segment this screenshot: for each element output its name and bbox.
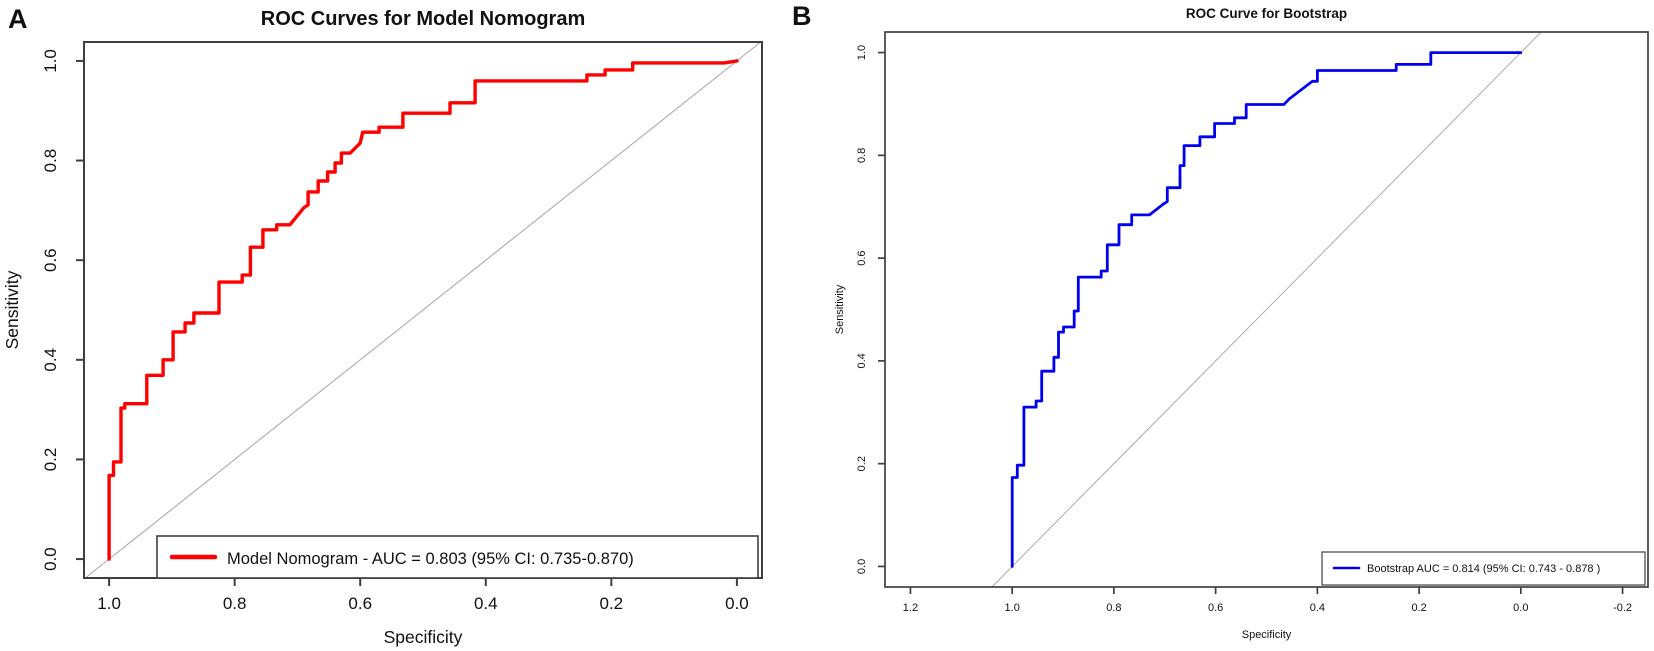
y-axis-tick-label-a: 1.0 xyxy=(41,49,60,73)
chart-title-b: ROC Curve for Bootstrap xyxy=(1185,6,1348,21)
x-axis-tick-label-b: 1.2 xyxy=(903,602,918,614)
panel-label-b: B xyxy=(792,1,812,31)
legend-box-b xyxy=(1321,551,1646,586)
x-axis-tick-label-a: 0.0 xyxy=(725,594,749,613)
chart-title-a: ROC Curves for Model Nomogram xyxy=(260,8,586,30)
y-axis-label-b: Sensitivity xyxy=(834,284,846,334)
y-axis-tick-label-a: 0.2 xyxy=(41,448,60,472)
y-axis-tick-label-b: 0.4 xyxy=(856,353,868,368)
y-axis-tick-label-b: 0.0 xyxy=(856,559,868,574)
legend-box-a xyxy=(156,535,759,579)
x-axis-tick-label-b: 0.2 xyxy=(1411,602,1426,614)
y-axis-label-a: Sensitivity xyxy=(2,270,22,349)
x-axis-tick-label-a: 0.4 xyxy=(474,594,498,613)
x-axis-tick-label-b: 0.6 xyxy=(1208,602,1223,614)
y-axis-tick-label-a: 0.0 xyxy=(41,547,60,571)
y-axis-tick-label-b: 0.8 xyxy=(856,148,868,163)
y-axis-tick-label-a: 0.8 xyxy=(41,149,60,173)
x-axis-tick-label-a: 0.2 xyxy=(600,594,624,613)
x-axis-tick-label-b: 1.0 xyxy=(1005,602,1020,614)
y-axis-tick-label-a: 0.4 xyxy=(41,348,60,372)
x-axis-tick-label-b: 0.8 xyxy=(1106,602,1121,614)
panel-label-a: A xyxy=(8,4,28,34)
y-axis-tick-label-a: 0.6 xyxy=(41,248,60,272)
roc-curve-model-nomogram xyxy=(107,59,739,561)
roc-curve-bootstrap xyxy=(1010,51,1523,568)
legend-label-b: Bootstrap AUC = 0.814 (95% CI: 0.743 - 0… xyxy=(1367,563,1600,575)
legend-label-a: Model Nomogram - AUC = 0.803 (95% CI: 0.… xyxy=(227,550,634,568)
y-axis-tick-label-b: 1.0 xyxy=(856,45,868,60)
y-axis-tick-label-b: 0.2 xyxy=(856,456,868,471)
x-axis-tick-label-a: 0.6 xyxy=(348,594,372,613)
x-axis-tick-label-b: 0.0 xyxy=(1513,602,1528,614)
y-axis-tick-label-b: 0.6 xyxy=(856,250,868,265)
x-axis-tick-label-b: 0.4 xyxy=(1310,602,1325,614)
x-axis-tick-label-b: -0.2 xyxy=(1613,602,1632,614)
x-axis-tick-label-a: 1.0 xyxy=(97,594,121,613)
x-axis-tick-label-a: 0.8 xyxy=(223,594,247,613)
diagonal-reference-line-b xyxy=(991,31,1542,588)
plot-box-b xyxy=(884,31,1649,588)
x-axis-label-a: Specificity xyxy=(384,627,463,647)
x-axis-label-b: Specificity xyxy=(1242,629,1292,641)
diagonal-reference-line-a xyxy=(84,41,762,579)
